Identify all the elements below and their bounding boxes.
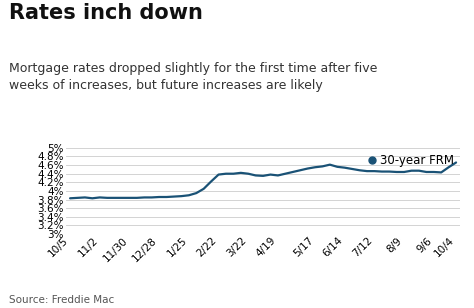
Text: Source: Freddie Mac: Source: Freddie Mac <box>9 295 115 305</box>
Legend: 30-year FRM: 30-year FRM <box>369 154 454 167</box>
Text: Mortgage rates dropped slightly for the first time after five
weeks of increases: Mortgage rates dropped slightly for the … <box>9 62 378 92</box>
Text: Rates inch down: Rates inch down <box>9 3 203 23</box>
